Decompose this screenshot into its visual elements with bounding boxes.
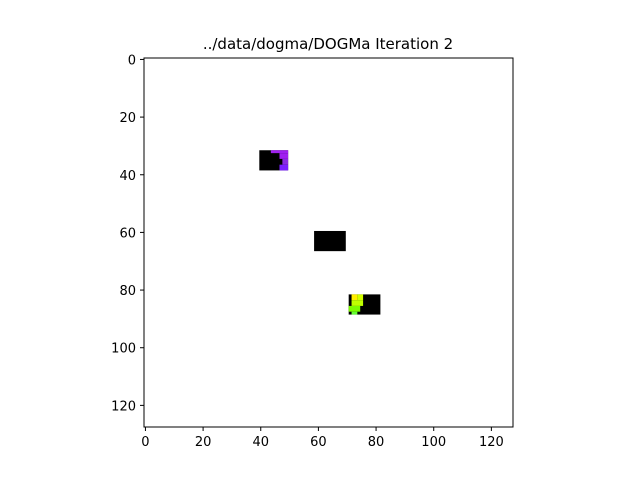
heatmap-cells <box>259 150 381 315</box>
chart-title: ../data/dogma/DOGMa Iteration 2 <box>203 35 453 53</box>
y-tick-label: 20 <box>119 111 136 126</box>
x-tick-label: 100 <box>421 435 446 450</box>
y-axis: 0 20 40 60 80 100 120 <box>111 53 144 414</box>
x-tick-label: 0 <box>141 435 149 450</box>
heatmap-cell-3 <box>282 158 289 165</box>
y-tick-label: 60 <box>119 226 136 241</box>
axes-frame <box>143 57 514 428</box>
heatmap-cell-7 <box>351 294 358 301</box>
x-tick-label: 60 <box>310 435 327 450</box>
heatmap-cell-2 <box>279 153 289 159</box>
heatmap-cell-5 <box>314 230 346 252</box>
heatmap-cell-9 <box>351 300 364 306</box>
y-tick-label: 40 <box>119 169 136 184</box>
x-tick-label: 80 <box>368 435 385 450</box>
heatmap-cell-4 <box>279 164 289 171</box>
heatmap-cell-10 <box>348 305 361 312</box>
heatmap-cell-8 <box>357 294 364 301</box>
heatmap-cell-11 <box>351 311 358 315</box>
y-tick-label: 80 <box>119 284 136 299</box>
y-tick-label: 100 <box>111 342 136 357</box>
x-tick-label: 40 <box>252 435 269 450</box>
x-tick-label: 20 <box>195 435 212 450</box>
y-tick-label: 0 <box>128 53 136 68</box>
y-tick-label: 120 <box>111 399 136 414</box>
x-axis: 0 20 40 60 80 100 120 <box>141 427 504 450</box>
plot-area <box>143 57 514 428</box>
x-tick-label: 120 <box>479 435 504 450</box>
heatmap-cell-1 <box>270 150 289 154</box>
